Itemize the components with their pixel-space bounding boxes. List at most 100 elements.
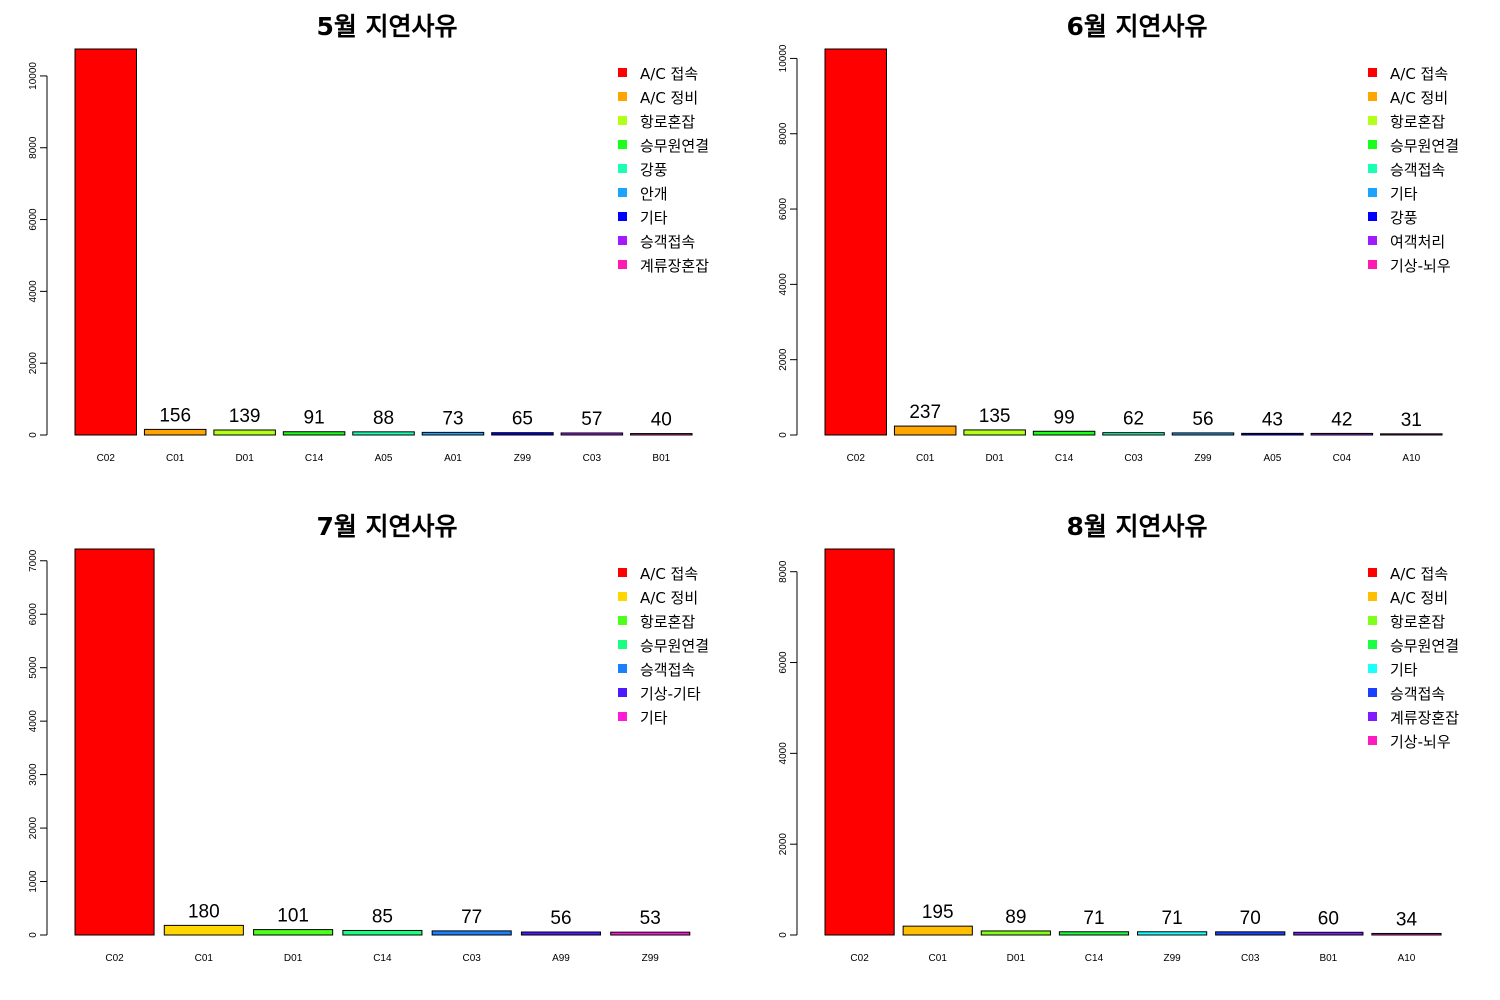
legend-label: A/C 정비 [1390,89,1448,107]
bar-z99 [491,432,554,436]
bar-c01 [143,428,207,436]
bar-c14 [1032,430,1096,436]
legend-label: 강풍 [1390,209,1418,227]
x-tick-label: C02 [850,953,869,964]
legend-swatch [1368,568,1377,577]
y-tick-label: 4000 [28,710,39,733]
x-tick-label: C02 [97,453,116,464]
x-tick-label: A01 [444,453,462,464]
legend-label: 기상-뇌우 [1390,257,1451,275]
legend-swatch [618,236,627,245]
bar-c01 [902,925,973,936]
y-tick-label: 6000 [28,603,39,626]
legend-label: 승무원연결 [640,137,709,155]
chart-title: 6월 지연사유 [1066,12,1207,41]
x-tick-label: C01 [195,953,214,964]
data-label: 56 [550,908,571,929]
x-tick-label: A05 [1264,453,1282,464]
data-label: 62 [1123,409,1144,430]
legend-swatch [1368,712,1377,721]
legend-swatch [1368,92,1377,101]
x-tick-label: Z99 [514,453,532,464]
chart-title: 5월 지연사유 [316,12,457,41]
legend-swatch [618,188,627,197]
bar-c01 [893,425,957,436]
legend-swatch [618,640,627,649]
bar-a10 [1371,932,1442,936]
bar-c14 [342,929,423,936]
y-tick-label: 6000 [778,197,789,220]
legend-label: 승무원연결 [1390,637,1459,655]
x-tick-label: C02 [105,953,124,964]
bar-z99 [610,931,691,936]
data-label: 89 [1005,907,1026,928]
x-tick-label: C02 [847,453,866,464]
y-tick-label: 4000 [778,742,789,765]
y-tick-label: 2000 [28,817,39,840]
y-tick-label: 5000 [28,656,39,679]
x-tick-label: C01 [929,953,948,964]
x-tick-label: C14 [373,953,392,964]
data-label: 71 [1083,908,1104,929]
data-label: 88 [373,408,394,429]
legend-swatch [1368,640,1377,649]
x-tick-label: A10 [1402,453,1420,464]
legend-label: 여객처리 [1390,233,1445,251]
y-tick-label: 2000 [778,348,789,371]
legend-label: 강풍 [640,161,668,179]
legend-label: 기타 [1390,185,1418,203]
bar-c01 [163,924,244,936]
data-label: 237 [909,402,941,423]
data-label: 57 [581,409,602,430]
legend-label: 승객접속 [1390,161,1445,179]
y-tick-label: 8000 [28,136,39,159]
chart-panel-3: 7월 지연사유 0 1000 2000 3000 4000 5000 6000 7000 C02 C… [28,512,709,964]
x-tick-label: C03 [1124,453,1143,464]
bar-d01 [963,429,1026,436]
y-tick-label: 10000 [778,44,789,72]
x-tick-label: C14 [305,453,324,464]
legend-label: 승객접속 [640,233,695,251]
legend-swatch [618,92,627,101]
legend-label: 항로혼잡 [1390,113,1445,131]
legend-swatch [618,664,627,673]
x-tick-label: Z99 [1163,953,1181,964]
legend-swatch [618,140,627,149]
legend-label: 승무원연결 [1390,137,1459,155]
x-tick-label: Z99 [642,953,660,964]
data-label: 42 [1331,409,1352,430]
y-tick-label: 2000 [778,833,789,856]
legend-label: A/C 정비 [640,89,698,107]
y-tick-label: 0 [778,432,789,438]
x-tick-label: C03 [1241,953,1260,964]
x-tick-label: C14 [1055,453,1074,464]
y-tick-label: 3000 [28,763,39,786]
bar-a99 [520,931,602,936]
legend-swatch [618,616,627,625]
x-tick-label: A05 [375,453,393,464]
x-tick-label: D01 [284,953,303,964]
legend-swatch [1368,736,1377,745]
legend-label: 계류장혼잡 [640,257,709,275]
data-label: 40 [651,410,672,431]
y-tick-label: 4000 [778,273,789,296]
bar-c02 [824,48,888,436]
chart-panel-1: 5월 지연사유 0 2000 4000 6000 8000 10000 C02 C01 156 D0… [28,12,709,464]
x-tick-label: C03 [463,953,482,964]
legend-label: 승객접속 [640,661,695,679]
data-label: 56 [1192,409,1213,430]
legend-label: 기상-뇌우 [1390,733,1451,751]
data-label: 73 [442,408,463,429]
bar-c03 [1102,432,1165,436]
legend-label: 승객접속 [1390,685,1445,703]
legend-swatch [1368,68,1377,77]
legend-label: 항로혼잡 [1390,613,1445,631]
data-label: 139 [229,406,261,427]
data-label: 53 [640,908,661,929]
legend-swatch [1368,616,1377,625]
x-tick-label: Z99 [1194,453,1212,464]
bar-c02 [74,548,155,936]
data-label: 43 [1262,409,1283,430]
bar-b01 [1293,931,1364,936]
